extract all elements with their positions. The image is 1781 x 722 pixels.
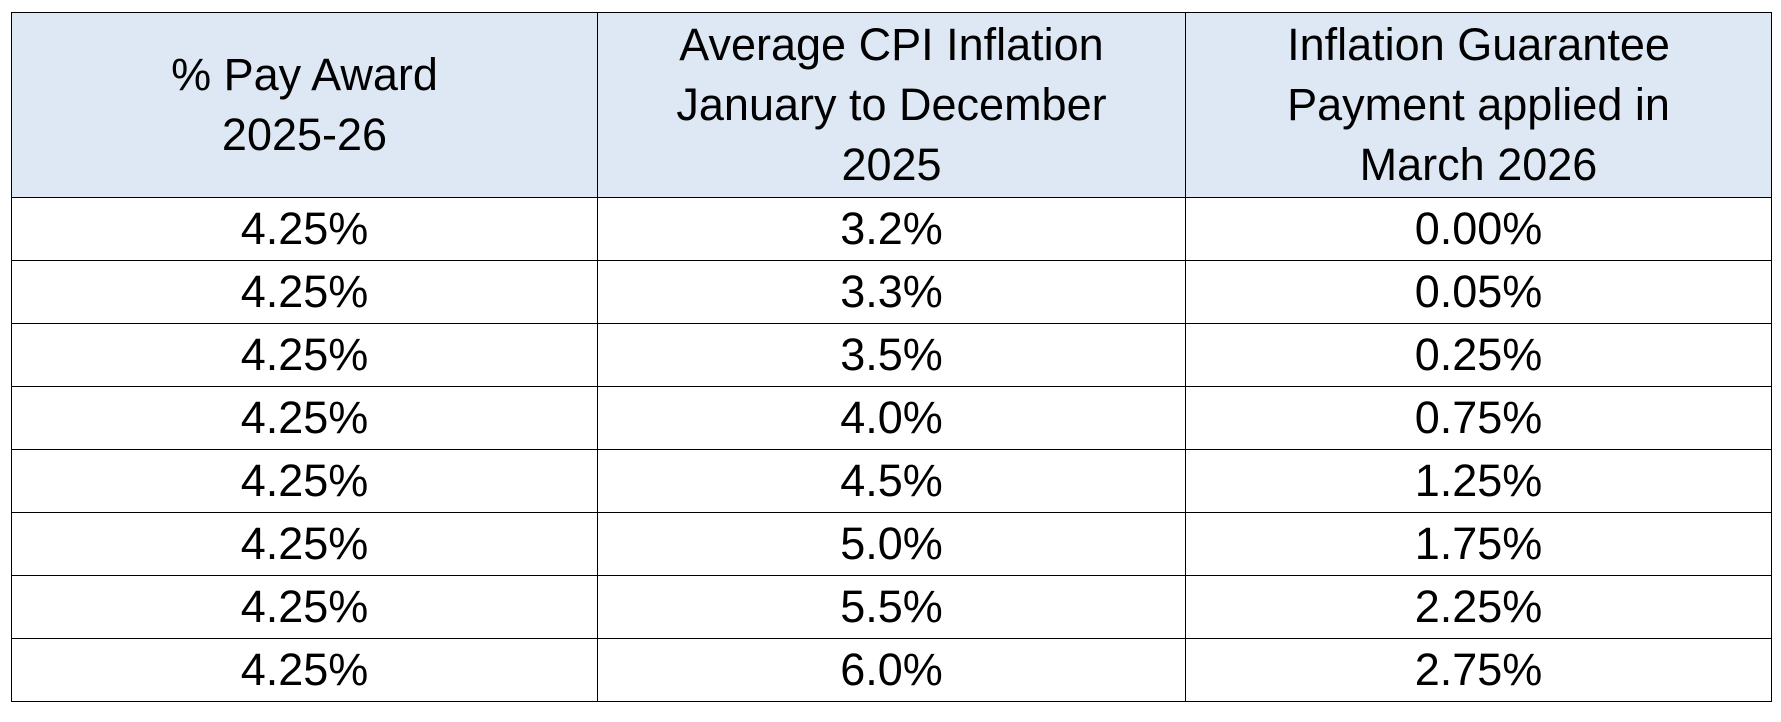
table-row: 4.25% 3.2% 0.00% (11, 197, 1772, 261)
cell-pay-award: 4.25% (11, 197, 598, 261)
cell-pay-award: 4.25% (11, 449, 598, 513)
cell-average-cpi-inflation: 3.2% (597, 197, 1186, 261)
cell-average-cpi-inflation: 3.5% (597, 323, 1186, 387)
table-header: % Pay Award 2025-26 Average CPI Inflation J… (11, 12, 1772, 198)
cell-pay-award: 4.25% (11, 638, 598, 702)
cell-inflation-guarantee-payment: 2.75% (1185, 638, 1772, 702)
cell-inflation-guarantee-payment: 0.75% (1185, 386, 1772, 450)
cell-average-cpi-inflation: 5.0% (597, 512, 1186, 576)
table-row: 4.25% 3.3% 0.05% (11, 260, 1772, 324)
cell-average-cpi-inflation: 4.5% (597, 449, 1186, 513)
table-row: 4.25% 6.0% 2.75% (11, 638, 1772, 702)
table-row: 4.25% 4.0% 0.75% (11, 386, 1772, 450)
header-inflation-guarantee-payment: Inflation Guarantee Payment applied in Mar… (1185, 12, 1772, 198)
header-row: % Pay Award 2025-26 Average CPI Inflation J… (11, 12, 1772, 198)
cell-average-cpi-inflation: 6.0% (597, 638, 1186, 702)
header-average-cpi-inflation: Average CPI Inflation January to December… (597, 12, 1186, 198)
cell-inflation-guarantee-payment: 0.00% (1185, 197, 1772, 261)
table-body: 4.25% 3.2% 0.00% 4.25% 3.3% 0.05% 4.25% 3.5% 0.2… (11, 197, 1772, 702)
table-row: 4.25% 4.5% 1.25% (11, 449, 1772, 513)
cell-average-cpi-inflation: 4.0% (597, 386, 1186, 450)
header-pay-award: % Pay Award 2025-26 (11, 12, 598, 198)
cell-inflation-guarantee-payment: 0.25% (1185, 323, 1772, 387)
cell-inflation-guarantee-payment: 1.25% (1185, 449, 1772, 513)
cell-pay-award: 4.25% (11, 260, 598, 324)
cell-average-cpi-inflation: 3.3% (597, 260, 1186, 324)
cell-pay-award: 4.25% (11, 386, 598, 450)
cell-inflation-guarantee-payment: 2.25% (1185, 575, 1772, 639)
cell-pay-award: 4.25% (11, 512, 598, 576)
cell-average-cpi-inflation: 5.5% (597, 575, 1186, 639)
table-row: 4.25% 5.0% 1.75% (11, 512, 1772, 576)
table-row: 4.25% 5.5% 2.25% (11, 575, 1772, 639)
cell-inflation-guarantee-payment: 0.05% (1185, 260, 1772, 324)
cell-pay-award: 4.25% (11, 575, 598, 639)
cell-pay-award: 4.25% (11, 323, 598, 387)
inflation-guarantee-table-container: % Pay Award 2025-26 Average CPI Inflation J… (11, 12, 1772, 702)
table-row: 4.25% 3.5% 0.25% (11, 323, 1772, 387)
cell-inflation-guarantee-payment: 1.75% (1185, 512, 1772, 576)
inflation-guarantee-table: % Pay Award 2025-26 Average CPI Inflation J… (11, 12, 1772, 702)
